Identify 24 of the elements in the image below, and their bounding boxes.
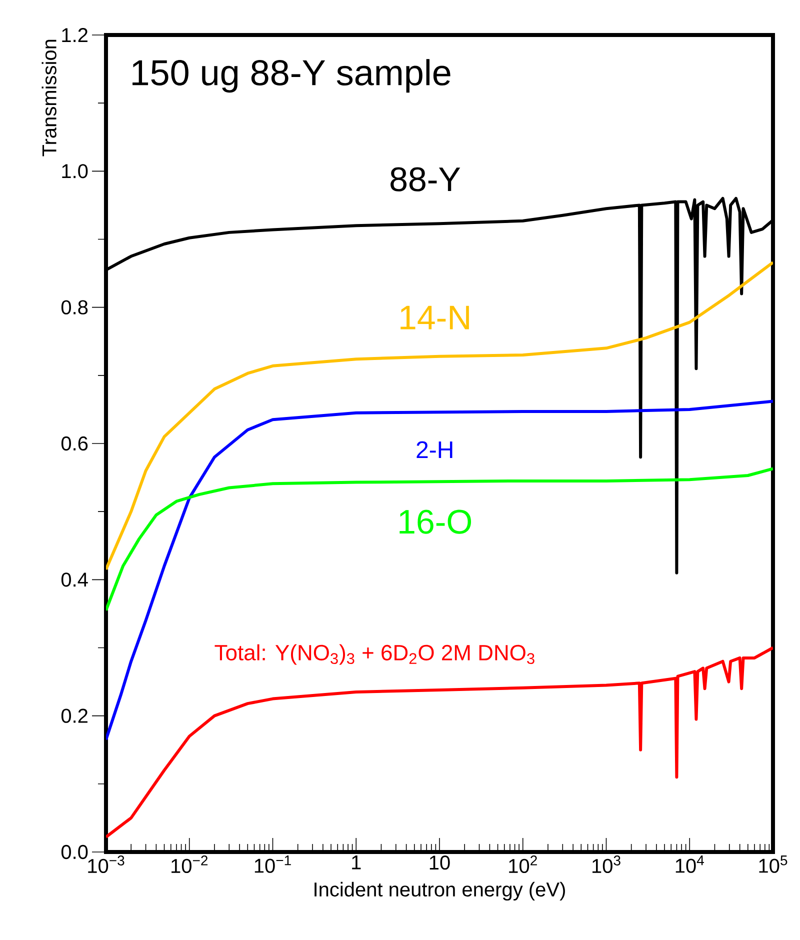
x-tick-label: 1 (352, 856, 361, 870)
text: 150 ug 88-Y sample (132, 59, 450, 93)
y-axis-title: Transmission (42, 40, 56, 156)
y-tick-label: 0.6 (61, 436, 88, 451)
series-label: 88-Y (390, 167, 460, 192)
x-tick-label: 10$^{−1}$ (254, 856, 291, 873)
x-axis-title: Incident neutron energy (eV) (314, 882, 565, 901)
x-tick-label: 10$^{3}$ (592, 856, 620, 874)
y-tick-label: 1.2 (62, 28, 88, 42)
series-label: 14-N (400, 306, 469, 330)
x-tick-label: 10$^{5}$ (759, 856, 788, 873)
y-tick-label: 1.0 (62, 164, 88, 178)
series-label: Total: Y(NO$_{3}$)$_{3}$ + 6D$_{2}$O 2M DNO$_{3}$ (214, 644, 534, 665)
x-tick-label: 10$^{−2}$ (172, 856, 208, 874)
series-label: 16-O (400, 510, 472, 534)
series-label: 2-H (416, 441, 452, 458)
x-tick-label: 10$^{−3}$ (88, 856, 124, 874)
x-tick-label: 10$^{4}$ (676, 856, 704, 873)
y-tick-label: 0.8 (61, 300, 88, 314)
y-tick-label: 0.4 (61, 572, 88, 587)
y-tick-label: 0.0 (61, 844, 88, 860)
y-tick-label: 0.2 (61, 708, 88, 723)
x-tick-label: 10$^{2}$ (509, 856, 537, 874)
x-tick-label: 10 (430, 856, 450, 870)
